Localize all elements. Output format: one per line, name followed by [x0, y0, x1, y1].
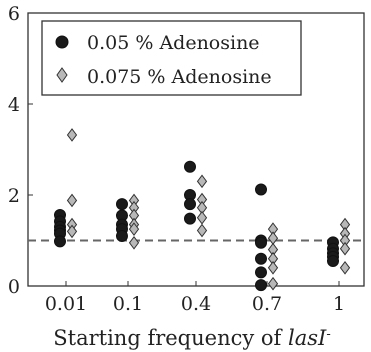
data-point-diamond	[267, 260, 279, 275]
legend-box	[41, 20, 302, 96]
data-point-circle	[184, 212, 196, 225]
data-points	[54, 128, 351, 292]
legend-marker-circle	[55, 35, 69, 49]
x-tick-label: 0.01	[45, 293, 87, 315]
data-point-circle	[116, 198, 128, 211]
data-point-diamond	[66, 128, 78, 142]
data-point-circle	[255, 183, 267, 196]
y-tick-label: 0	[8, 276, 20, 298]
legend-label-series-1: 0.05 % Adenosine	[87, 32, 260, 54]
data-point-circle	[255, 236, 267, 249]
data-point-circle	[255, 279, 267, 292]
data-point-diamond	[267, 276, 279, 291]
data-point-diamond	[196, 223, 208, 238]
y-tick-label: 4	[8, 94, 20, 116]
data-point-circle	[184, 198, 196, 211]
x-axis-title: Starting frequency of lasI-	[53, 326, 330, 350]
data-point-circle	[327, 254, 339, 267]
data-point-diamond	[66, 193, 78, 208]
data-point-diamond	[267, 231, 279, 246]
y-tick-label: 6	[8, 3, 20, 25]
x-axis: 0.01 0.1 0.4 0.7 1	[45, 281, 345, 315]
data-point-diamond	[66, 224, 78, 239]
x-tick-label: 0.1	[113, 293, 143, 315]
data-point-diamond	[128, 222, 140, 236]
data-point-diamond	[339, 260, 351, 275]
legend-marker-diamond	[56, 67, 68, 83]
data-point-circle	[184, 160, 196, 173]
data-point-diamond	[196, 210, 208, 225]
data-point-circle	[54, 235, 66, 248]
data-point-circle	[255, 266, 267, 279]
data-point-diamond	[196, 174, 208, 189]
legend-label-series-2: 0.075 % Adenosine	[87, 66, 272, 88]
x-tick-label: 0.4	[181, 293, 211, 315]
data-point-diamond	[128, 235, 140, 250]
data-point-circle	[116, 229, 128, 242]
data-point-circle	[255, 252, 267, 265]
data-point-diamond	[339, 241, 351, 256]
y-axis: 0 2 4 6	[8, 3, 33, 298]
x-tick-label: 0.7	[252, 293, 282, 315]
legend: 0.05 % Adenosine 0.075 % Adenosine	[41, 20, 302, 96]
x-tick-label: 1	[333, 293, 345, 315]
y-tick-label: 2	[8, 185, 20, 207]
